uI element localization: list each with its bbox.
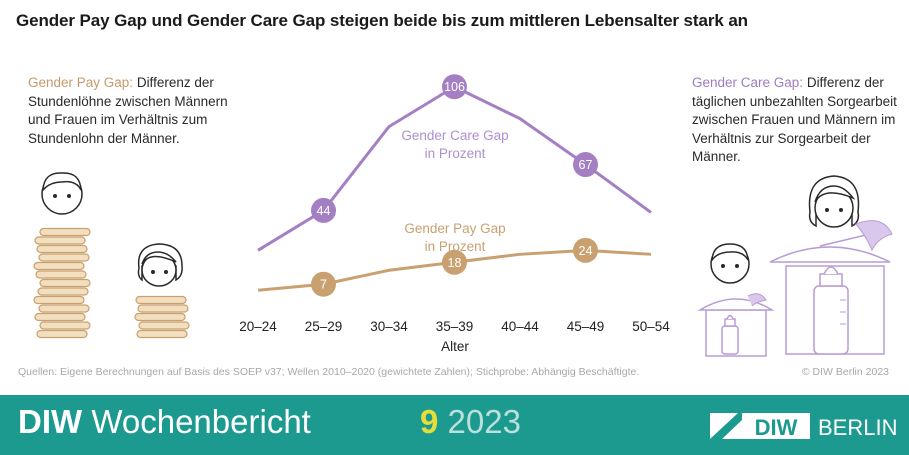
pay-gap-value-label: 7 xyxy=(320,278,327,292)
coin-icon xyxy=(33,261,85,271)
footer-bar: DIW Wochenbericht 9 2023 DIW BERLIN xyxy=(0,395,909,455)
coin-icon xyxy=(39,278,91,288)
care-series-name: Gender Care Gap xyxy=(401,128,508,143)
diw-logo: DIW BERLIN xyxy=(710,413,897,440)
care-gap-value-label: 44 xyxy=(317,204,331,218)
coin-icon xyxy=(135,295,187,305)
care-gap-text: Differenz der täglichen unbezahlten Sorg… xyxy=(692,75,897,164)
care-gap-value-label: 67 xyxy=(579,158,593,172)
chart-title: Gender Pay Gap und Gender Care Gap steig… xyxy=(16,11,748,30)
coin-icon xyxy=(134,312,186,322)
coin-icon xyxy=(34,312,86,322)
coin-icon xyxy=(36,329,88,339)
x-tick-label: 40–44 xyxy=(501,319,539,334)
logo-diw-text: DIW xyxy=(755,415,798,440)
publication-title: DIW Wochenbericht xyxy=(18,403,311,441)
woman-face-icon xyxy=(137,243,183,287)
pay-gap-value-label: 18 xyxy=(448,256,462,270)
x-tick-label: 45–49 xyxy=(567,319,605,334)
care-series-unit: in Prozent xyxy=(425,146,486,161)
care-gap-point xyxy=(573,152,598,178)
x-tick-label: 35–39 xyxy=(436,319,474,334)
coin-stack-icon xyxy=(33,227,91,339)
logo-berlin-text: BERLIN xyxy=(818,415,897,440)
care-gap-point xyxy=(442,74,467,100)
care-gap-definition: Gender Care Gap: Differenz der täglichen… xyxy=(692,74,902,167)
care-gap-point xyxy=(311,197,336,223)
source-note: Quellen: Eigene Berechnungen auf Basis d… xyxy=(18,366,640,378)
coin-icon xyxy=(37,287,89,296)
x-tick-label: 30–34 xyxy=(370,319,408,334)
pay-gap-definition: Gender Pay Gap: Differenz der Stundenlöh… xyxy=(28,74,228,148)
brand-rest: Wochenbericht xyxy=(82,403,311,440)
baby-bottle-icon xyxy=(721,314,739,355)
coin-icon xyxy=(138,321,190,330)
diw-logo-mark-icon xyxy=(710,413,742,439)
coin-icon xyxy=(39,321,91,330)
x-tick-label: 20–24 xyxy=(239,319,277,334)
issue-label: 9 2023 xyxy=(420,403,521,441)
pay-gap-value-label: 24 xyxy=(579,244,593,258)
baby-bottle-icon xyxy=(813,266,849,355)
pay-gap-point xyxy=(442,249,467,275)
pay-series-unit: in Prozent xyxy=(425,239,486,254)
pay-gap-text: Differenz der Stundenlöhne zwischen Männ… xyxy=(28,75,228,146)
pay-series-name: Gender Pay Gap xyxy=(404,221,505,236)
chart-canvas: 44 106 67 7 18 24 Gender Care Gap in Prozent… xyxy=(33,74,893,357)
x-tick-label: 25–29 xyxy=(305,319,343,334)
coin-icon xyxy=(38,253,90,262)
x-tick-label: 50–54 xyxy=(632,319,670,334)
issue-year: 2023 xyxy=(438,403,521,440)
coin-icon xyxy=(39,227,91,237)
man-face-icon xyxy=(710,243,750,284)
man-face-icon xyxy=(41,172,83,215)
coin-icon xyxy=(33,295,85,305)
coin-icon xyxy=(137,304,189,313)
coin-stack-icon xyxy=(134,295,190,339)
woman-face-icon xyxy=(808,175,860,228)
brand-bold: DIW xyxy=(18,403,83,440)
coin-icon xyxy=(36,244,88,254)
coin-icon xyxy=(35,270,87,279)
pay-gap-point xyxy=(573,237,598,263)
coin-icon xyxy=(38,304,90,313)
care-gap-term: Gender Care Gap: xyxy=(692,75,804,90)
copyright: © DIW Berlin 2023 xyxy=(801,366,889,378)
coin-icon xyxy=(136,329,188,339)
pay-gap-term: Gender Pay Gap: xyxy=(28,75,134,90)
coin-icon xyxy=(34,236,86,245)
care-gap-value-label: 106 xyxy=(444,80,465,94)
x-axis-label: Alter xyxy=(441,339,469,354)
issue-number: 9 xyxy=(420,403,439,440)
pay-gap-point xyxy=(311,271,336,297)
